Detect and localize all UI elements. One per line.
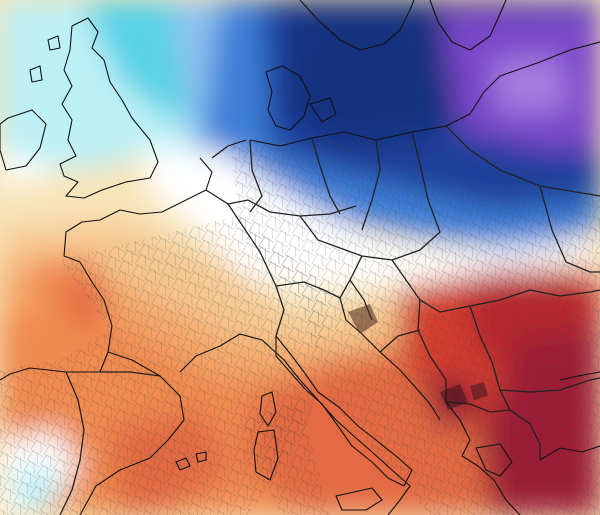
country-border [379,329,421,353]
ireland-coastline [0,109,47,171]
coastline-segment [211,139,247,159]
country-border [361,139,381,231]
coastline-segment [475,443,513,477]
country-border [339,255,363,321]
country-border [227,199,357,217]
greece-coastline [445,401,521,515]
sicily-coastline [335,487,383,511]
country-border [311,137,341,215]
country-border [445,125,600,197]
corsica-coastline [259,391,277,427]
country-border [275,281,341,299]
coastline-segment [175,457,191,471]
italy-coastline [275,335,413,487]
coastline-segment [47,35,61,51]
country-border [391,259,501,313]
country-border [249,139,263,213]
country-border [100,371,161,377]
highlighted-regions [348,304,488,410]
country-border [539,185,600,273]
national-borders [59,125,600,515]
great-britain-coastline [59,17,159,199]
country-border [59,371,85,515]
western-europe-coastline [0,157,213,381]
coastline-segment [429,0,507,51]
country-border [499,289,600,301]
country-border [411,131,441,233]
color-zone-purple-light [490,55,570,115]
mediterranean-coastline [79,351,185,515]
coastline-segment [239,333,411,515]
sardinia-coastline [253,429,279,481]
country-border [509,409,541,460]
coastline-segment [309,97,337,123]
coastline-segment [29,65,43,83]
coastline-segment [559,371,600,381]
coastline-segment [179,333,241,373]
coastline-segment [345,319,441,421]
country-border [499,377,600,393]
country-border [417,299,447,402]
coastline-segment [299,0,415,51]
country-border [469,305,511,411]
coastline-segment [195,451,207,463]
denmark-coastline [265,65,311,131]
coastline-segment [539,445,600,461]
